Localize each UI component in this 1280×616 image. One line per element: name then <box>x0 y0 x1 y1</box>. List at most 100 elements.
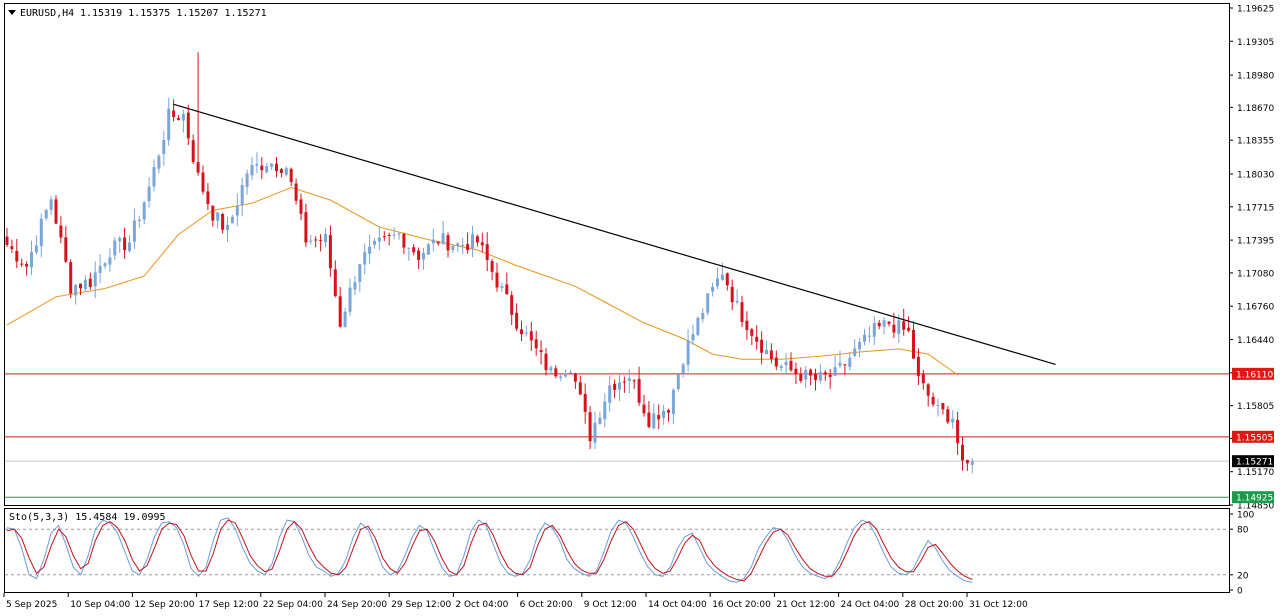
candle-body <box>559 376 563 378</box>
candle-body <box>554 368 558 377</box>
candle <box>490 258 494 281</box>
candle-body <box>279 169 283 173</box>
trendline-group <box>173 103 1056 366</box>
candle <box>39 213 43 258</box>
candle <box>382 230 386 241</box>
candle <box>304 203 308 247</box>
candle <box>15 238 19 269</box>
candle <box>745 311 749 340</box>
price-tick-label: 1.14850 <box>1237 502 1274 512</box>
price-tick-label: 1.16440 <box>1237 336 1274 346</box>
candle-body <box>235 205 239 216</box>
candle <box>657 404 661 430</box>
candle <box>701 308 705 323</box>
candle <box>863 328 866 346</box>
candle-body <box>44 209 48 219</box>
candle-body <box>250 165 254 176</box>
time-tick-label: 6 Oct 20:00 <box>520 600 573 610</box>
candle-body <box>853 348 857 356</box>
candle <box>539 340 543 365</box>
stochastic-tick-label: 80 <box>1237 526 1249 536</box>
candle <box>79 283 82 295</box>
candle-body <box>471 234 474 249</box>
candle-body <box>196 162 200 173</box>
candle-body <box>373 240 376 245</box>
candle <box>260 157 264 180</box>
candle <box>172 99 176 122</box>
candle-body <box>275 163 278 171</box>
candle-body <box>167 108 171 141</box>
time-tick-label: 17 Sep 12:00 <box>199 600 259 610</box>
candle <box>431 228 435 252</box>
candle <box>128 235 131 253</box>
time-tick-label: 24 Oct 04:00 <box>841 600 900 610</box>
candle <box>397 232 401 240</box>
candle-body <box>255 164 259 166</box>
candle <box>965 459 969 471</box>
candle <box>485 232 489 272</box>
candle-body <box>887 321 891 324</box>
time-tick-label: 16 Oct 20:00 <box>712 600 771 610</box>
candle-body <box>760 339 764 353</box>
time-tick-label: 29 Sep 12:00 <box>391 600 451 610</box>
candle-body <box>838 362 842 366</box>
candle <box>206 183 210 211</box>
candle-body <box>686 340 690 365</box>
candle <box>569 370 572 374</box>
candle <box>735 289 739 305</box>
candle-body <box>789 360 793 371</box>
candle <box>49 196 53 216</box>
candle <box>235 193 239 227</box>
candle <box>471 225 474 258</box>
candle <box>466 232 470 254</box>
candle-body <box>69 262 73 294</box>
candle-body <box>618 382 621 390</box>
candle-body <box>15 250 19 262</box>
candle-body <box>867 335 871 337</box>
candle <box>275 157 278 178</box>
candle <box>818 364 822 384</box>
candle <box>284 166 288 177</box>
candle <box>147 177 151 208</box>
candle <box>544 347 548 376</box>
candle-body <box>711 286 715 292</box>
candle-body <box>809 369 813 376</box>
candle <box>613 379 617 399</box>
candle-body <box>441 233 445 245</box>
triangle-down-icon[interactable] <box>8 10 16 15</box>
stochastic-axis: 100 80 20 0 <box>1229 511 1254 597</box>
candle <box>848 351 852 371</box>
stochastic-tick-label: 20 <box>1237 571 1249 581</box>
candle <box>554 365 558 379</box>
candle-body <box>270 163 274 167</box>
candle <box>642 394 646 417</box>
candle-body <box>524 332 528 334</box>
candle-body <box>137 219 141 222</box>
candle-body <box>823 372 827 375</box>
candle-body <box>221 214 225 230</box>
candle-body <box>769 350 773 359</box>
time-tick-label: 31 Oct 12:00 <box>969 600 1028 610</box>
candle <box>417 247 421 269</box>
candle-body <box>833 367 837 376</box>
candle-body <box>201 172 205 192</box>
candle-body <box>387 234 391 236</box>
candle-body <box>564 373 568 377</box>
candle-body <box>49 199 53 211</box>
candle <box>142 200 146 225</box>
candle-body <box>740 302 744 322</box>
candle-body <box>74 285 78 296</box>
candle-body <box>765 349 768 355</box>
candle-body <box>348 287 352 312</box>
candle-body <box>622 381 626 383</box>
candle-body <box>397 233 401 235</box>
candle <box>716 267 719 290</box>
price-tick-label: 1.19305 <box>1237 38 1274 48</box>
candle-body <box>338 296 342 327</box>
candle-body <box>569 372 572 374</box>
candle <box>201 165 205 195</box>
candle-body <box>632 380 636 382</box>
candle <box>152 159 156 192</box>
candle-body <box>20 263 24 265</box>
